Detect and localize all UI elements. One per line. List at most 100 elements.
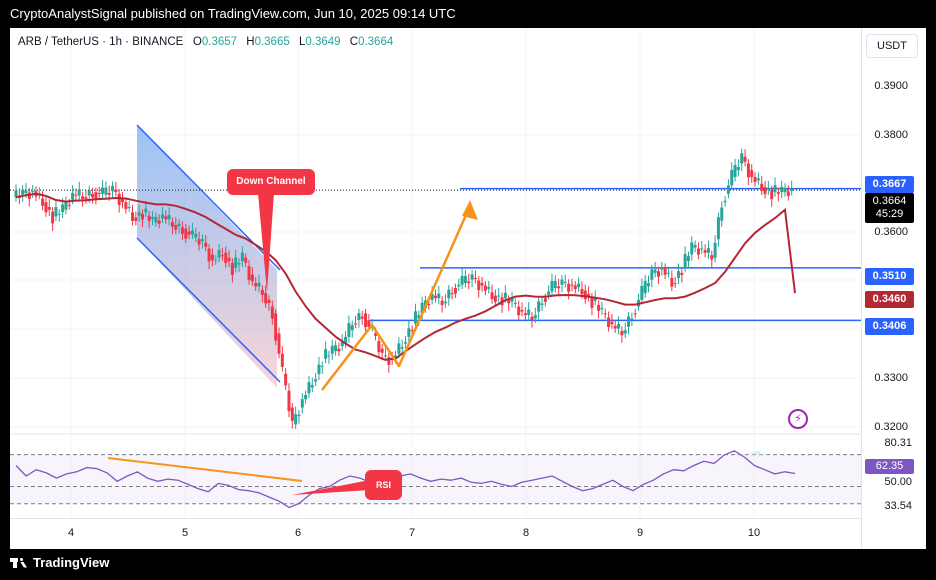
projection-arrow-path [321, 205, 472, 391]
candle-body [247, 266, 251, 280]
candle-body [577, 283, 581, 288]
candle-body [786, 191, 790, 197]
candle-body [553, 281, 557, 289]
down-channel-callout[interactable]: Down Channel [227, 169, 315, 195]
candle-body [627, 316, 631, 327]
rsi-line [15, 450, 796, 509]
candle-body [470, 274, 474, 280]
price-tick: 0.3800 [874, 129, 908, 141]
candle-body [327, 355, 331, 357]
candle-body [676, 271, 680, 278]
candle-body [557, 286, 561, 289]
candle-body [144, 208, 148, 213]
candle-body [630, 318, 634, 321]
footer-bar: TradingView [0, 549, 936, 580]
candle-body [410, 330, 414, 332]
candle-body [364, 313, 368, 328]
candle-body [713, 242, 717, 258]
rsi-callout[interactable]: RSI [365, 470, 402, 500]
candle-body [587, 293, 591, 296]
candle-body [150, 217, 154, 220]
current-price-value: 0.3664 [872, 195, 907, 207]
candle-body [473, 277, 477, 279]
candle-body [87, 190, 91, 196]
rsi-current-badge: 62.35 [865, 459, 914, 474]
currency-button[interactable]: USDT [866, 34, 918, 58]
candle-body [640, 286, 644, 300]
candle-body [94, 192, 98, 201]
candle-body [736, 167, 740, 171]
candle-body [570, 284, 574, 286]
candle-body [367, 320, 371, 327]
candle-body [706, 248, 710, 253]
candle-body [64, 201, 68, 210]
candle-body [666, 272, 670, 274]
chart-panel[interactable]: ARB / TetherUS · 1h · BINANCE O0.3657 H0… [10, 28, 926, 549]
candle-body [134, 217, 138, 221]
candle-body [74, 194, 78, 196]
candle-body [726, 185, 730, 194]
candle-body [760, 183, 764, 191]
candle-body [207, 248, 211, 262]
candle-body [71, 192, 75, 200]
time-axis[interactable]: 4 5 6 7 8 9 10 [10, 518, 861, 549]
candle-body [184, 228, 188, 239]
publisher-line: CryptoAnalystSignal published on Trading… [0, 0, 936, 28]
current-price-badge: 0.3664 45:29 [865, 193, 914, 223]
symbol-header: ARB / TetherUS · 1h · BINANCE O0.3657 H0… [18, 36, 399, 48]
candle-body [543, 298, 547, 302]
candle-body [643, 281, 647, 294]
candle-body [77, 189, 81, 196]
candle-body [523, 313, 527, 316]
level-lower-badge: 0.3406 [865, 318, 914, 335]
tradingview-logo[interactable]: TradingView [10, 555, 109, 570]
candle-body [300, 399, 304, 408]
candle-body [157, 220, 161, 224]
time-label: 10 [747, 527, 761, 539]
candle-body [710, 255, 714, 260]
candle-body [487, 286, 491, 289]
level-middle-badge: 0.3510 [865, 268, 914, 285]
candle-body [180, 227, 184, 234]
candle-body [617, 323, 621, 329]
rsi-tick: 50.00 [884, 476, 912, 488]
candle-body [197, 239, 201, 245]
candle-body [170, 222, 174, 227]
candle-body [483, 285, 487, 291]
candle-body [407, 328, 411, 337]
candle-body [374, 333, 378, 336]
down-channel-lower-line [136, 237, 281, 383]
candle-body [14, 190, 18, 198]
candle-body [190, 230, 194, 235]
candle-body [200, 239, 204, 241]
candle-body [580, 288, 584, 295]
rsi-tick: 33.54 [884, 500, 912, 512]
low-value: 0.3649 [305, 36, 341, 48]
candle-body [174, 224, 178, 230]
lightning-icon[interactable]: ⚡ [788, 409, 808, 429]
candle-body [57, 213, 61, 215]
candle-body [317, 364, 321, 374]
candle-body [121, 198, 125, 203]
candle-body [567, 283, 571, 292]
candle-body [240, 252, 244, 262]
candle-body [507, 299, 511, 304]
candle-body [450, 293, 454, 295]
candle-body [746, 163, 750, 178]
candle-body [413, 311, 417, 324]
chart-canvas[interactable] [10, 28, 926, 549]
candle-body [384, 355, 388, 357]
candle-body [354, 323, 358, 325]
candle-body [590, 297, 594, 308]
candle-body [686, 256, 690, 262]
candle-body [330, 345, 334, 354]
open-value: 0.3657 [201, 36, 238, 48]
level-upper-badge: 0.3667 [865, 176, 914, 193]
candle-body [603, 313, 607, 315]
candle-body [633, 313, 637, 315]
symbol-title[interactable]: ARB / TetherUS · 1h · BINANCE [18, 36, 184, 48]
candle-body [780, 186, 784, 193]
candle-body [756, 178, 760, 181]
candle-body [91, 193, 95, 198]
candle-body [101, 187, 105, 194]
